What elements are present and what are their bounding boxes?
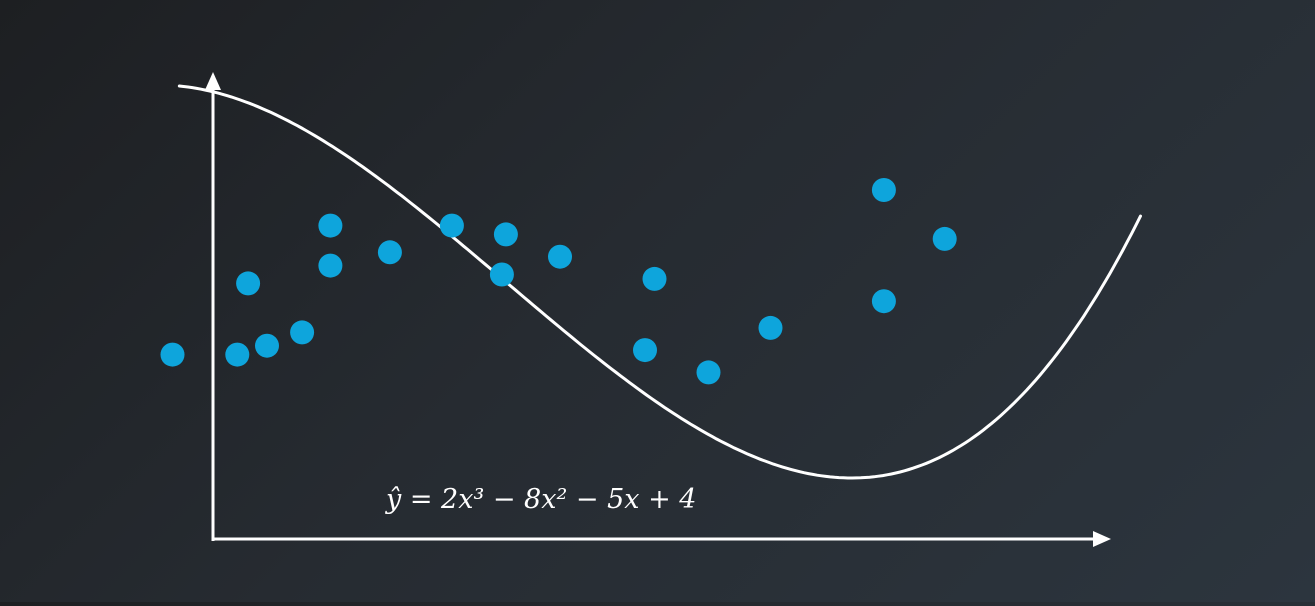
data-point-11 <box>493 222 518 247</box>
fitted-cubic-curve <box>177 84 1142 480</box>
regression-equation: ŷ = 2x³ − 8x² − 5x + 4 <box>386 484 697 515</box>
y-axis-arrowhead <box>205 72 221 90</box>
data-point-13 <box>633 338 657 363</box>
data-point-4 <box>255 333 279 358</box>
data-point-18 <box>871 178 896 202</box>
data-points <box>160 178 957 385</box>
data-point-16 <box>758 315 783 340</box>
data-point-12 <box>548 244 572 269</box>
data-point-7 <box>318 213 343 238</box>
data-point-9 <box>439 213 464 238</box>
data-point-14 <box>642 266 667 291</box>
data-point-2 <box>225 342 250 367</box>
data-point-17 <box>871 289 896 314</box>
data-point-8 <box>377 240 402 265</box>
data-point-19 <box>932 226 957 251</box>
data-point-6 <box>318 253 343 278</box>
data-point-15 <box>696 360 721 385</box>
data-point-5 <box>290 320 315 345</box>
data-point-1 <box>160 342 185 367</box>
axes <box>205 72 1111 547</box>
data-point-10 <box>489 262 514 287</box>
data-point-3 <box>236 271 261 296</box>
x-axis-arrowhead <box>1093 531 1111 547</box>
